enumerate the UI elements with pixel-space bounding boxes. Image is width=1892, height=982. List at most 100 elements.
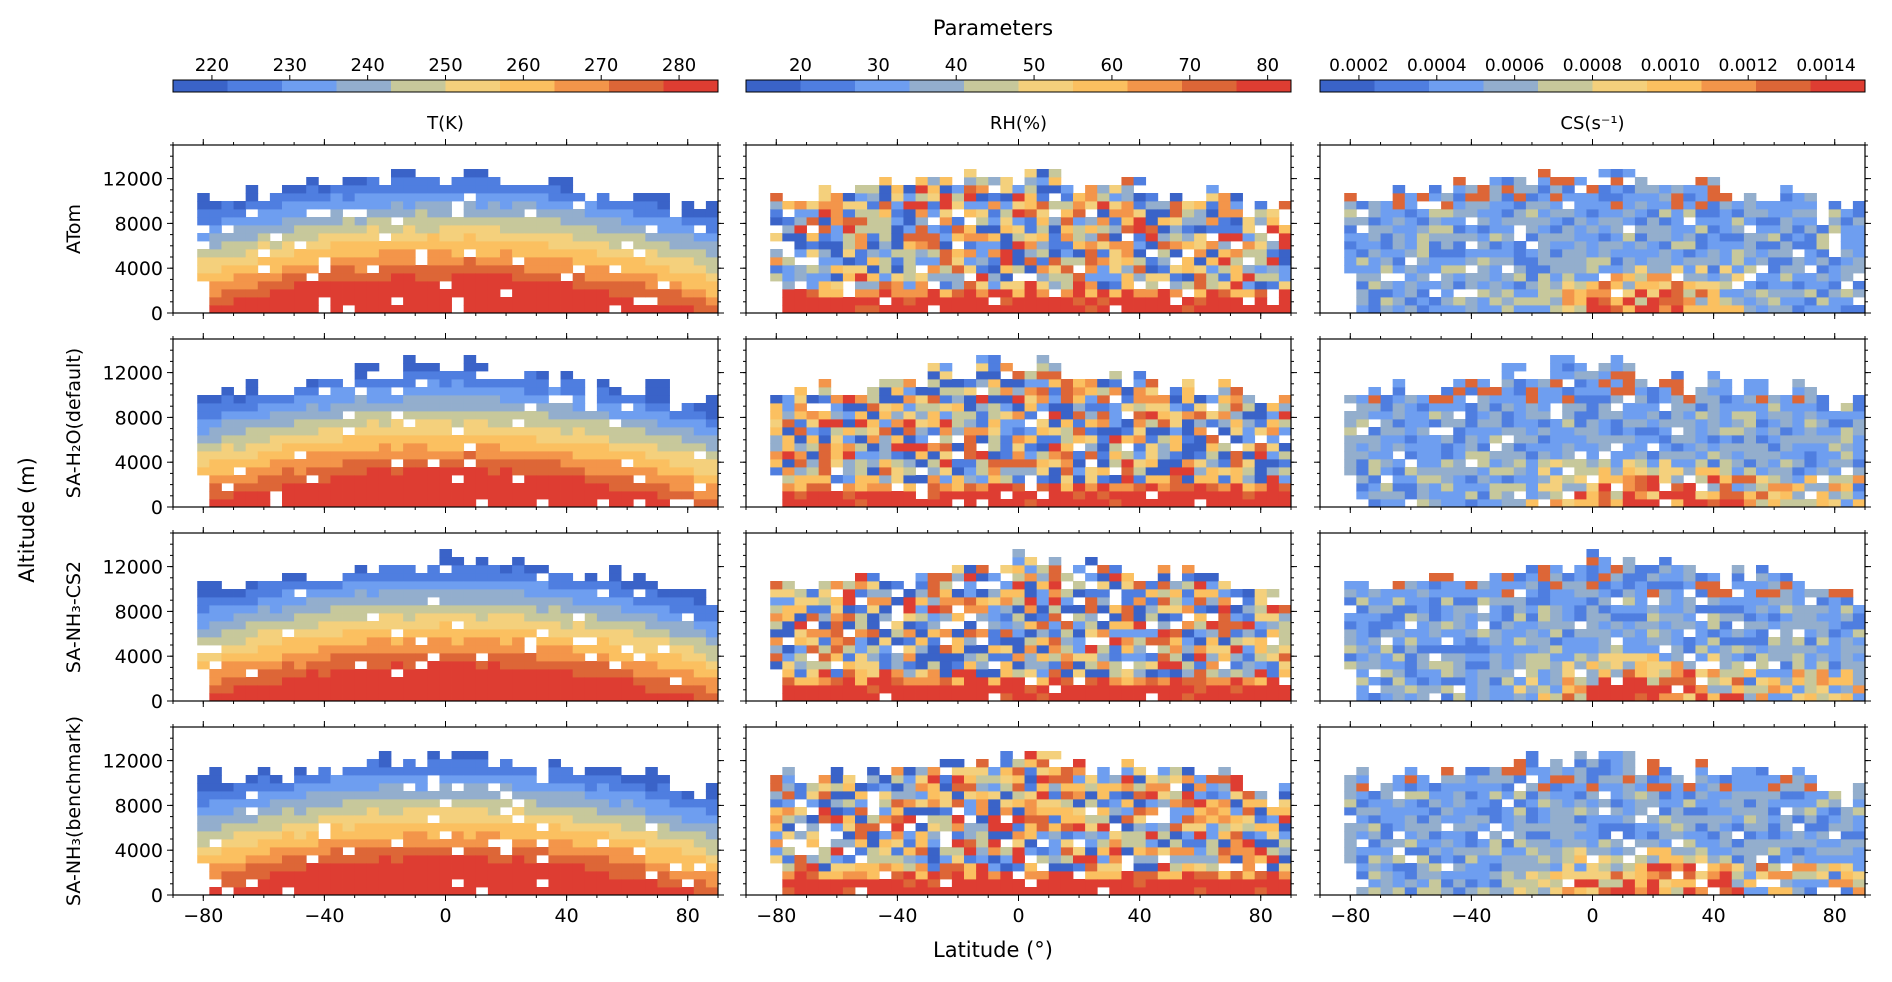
heatmap-cell [1840, 297, 1854, 306]
heatmap-cell [221, 233, 234, 242]
heatmap-cell [891, 475, 904, 484]
heatmap-cell [1562, 297, 1575, 306]
heatmap-cell [657, 451, 670, 460]
heatmap-cell [1254, 443, 1268, 452]
heatmap-cell [609, 459, 622, 468]
heatmap-cell [487, 581, 501, 590]
heatmap-cell [1538, 265, 1551, 274]
heatmap-cell [403, 483, 416, 492]
heatmap-cell [1634, 265, 1648, 274]
heatmap-cell [269, 467, 283, 476]
heatmap-cell [1404, 193, 1418, 202]
heatmap-cell [915, 193, 929, 202]
heatmap-cell [257, 669, 271, 678]
heatmap-cell [245, 225, 259, 234]
heatmap-cell [1610, 427, 1624, 436]
heatmap-cell [1647, 233, 1660, 242]
heatmap-cell [596, 257, 610, 266]
heatmap-cell [1756, 201, 1769, 210]
heatmap-cell [475, 209, 489, 218]
heatmap-cell [245, 427, 259, 436]
heatmap-cell [1145, 395, 1159, 404]
heatmap-cell [1073, 475, 1086, 484]
heatmap-cell [1254, 419, 1268, 428]
heatmap-cell [818, 185, 832, 194]
heatmap-cell [903, 249, 916, 258]
heatmap-cell [1756, 273, 1769, 282]
heatmap-cell [1416, 419, 1430, 428]
heatmap-cell [1392, 217, 1406, 226]
heatmap-cell [988, 451, 1001, 460]
heatmap-cell [378, 185, 392, 194]
heatmap-cell [879, 395, 892, 404]
heatmap-cell [1707, 225, 1721, 234]
heatmap-cell [366, 395, 380, 404]
heatmap-cell [1356, 475, 1369, 484]
heatmap-cell [1671, 289, 1684, 298]
heatmap-cell [1634, 459, 1648, 468]
heatmap-cell [681, 201, 695, 210]
heatmap-cell [609, 573, 622, 582]
heatmap-cell [633, 305, 646, 314]
heatmap-cell [306, 403, 319, 412]
heatmap-cell [1828, 475, 1842, 484]
colorbar-segment [964, 80, 1019, 92]
heatmap-cell [269, 443, 283, 452]
heatmap-cell [548, 669, 561, 678]
heatmap-cell [1097, 491, 1110, 500]
heatmap-cell [439, 233, 452, 242]
heatmap-cell [475, 427, 489, 436]
heatmap-cell [830, 427, 844, 436]
heatmap-cell [1756, 225, 1769, 234]
heatmap-cell [1525, 483, 1539, 492]
heatmap-cell [1550, 225, 1563, 234]
heatmap-cell [988, 225, 1001, 234]
heatmap-cell [415, 241, 428, 250]
heatmap-cell [1194, 241, 1207, 250]
heatmap-cell [282, 605, 295, 614]
heatmap-cell [354, 685, 368, 694]
heatmap-cell [1242, 241, 1256, 250]
heatmap-cell [415, 613, 428, 622]
heatmap-cell [1756, 281, 1769, 290]
heatmap-cell [1695, 193, 1708, 202]
heatmap-cell [475, 467, 489, 476]
heatmap-cell [269, 403, 283, 412]
heatmap-cell [427, 379, 440, 388]
heatmap-cell [1060, 241, 1074, 250]
heatmap-cell [855, 435, 868, 444]
heatmap-cell [378, 273, 392, 282]
heatmap-cell [233, 451, 247, 460]
heatmap-cell [879, 459, 892, 468]
heatmap-cell [596, 265, 610, 274]
heatmap-cell [1000, 273, 1013, 282]
heatmap-cell [1356, 265, 1369, 274]
heatmap-cell [512, 209, 525, 218]
heatmap-cell [1278, 395, 1292, 404]
heatmap-cell [548, 257, 561, 266]
heatmap-cell [1634, 443, 1648, 452]
heatmap-cell [1707, 475, 1721, 484]
heatmap-cell [330, 629, 343, 638]
heatmap-cell [1012, 443, 1025, 452]
heatmap-cell [1659, 217, 1672, 226]
heatmap-cell [1743, 451, 1757, 460]
heatmap-cell [903, 185, 916, 194]
heatmap-cell [1242, 459, 1256, 468]
heatmap-cell [633, 597, 646, 606]
heatmap-cell [609, 225, 622, 234]
heatmap-cell [1169, 217, 1183, 226]
heatmap-cell [548, 653, 561, 662]
heatmap-cell [1218, 289, 1231, 298]
heatmap-cell [536, 677, 549, 686]
heatmap-cell [1743, 379, 1757, 388]
heatmap-cell [257, 483, 271, 492]
heatmap-cell [354, 451, 368, 460]
heatmap-cell [1157, 467, 1171, 476]
heatmap-cell [209, 653, 222, 662]
heatmap-cell [951, 217, 965, 226]
heatmap-cell [842, 273, 856, 282]
heatmap-cell [1368, 459, 1381, 468]
heatmap-cell [294, 483, 307, 492]
heatmap-cell [475, 217, 489, 226]
